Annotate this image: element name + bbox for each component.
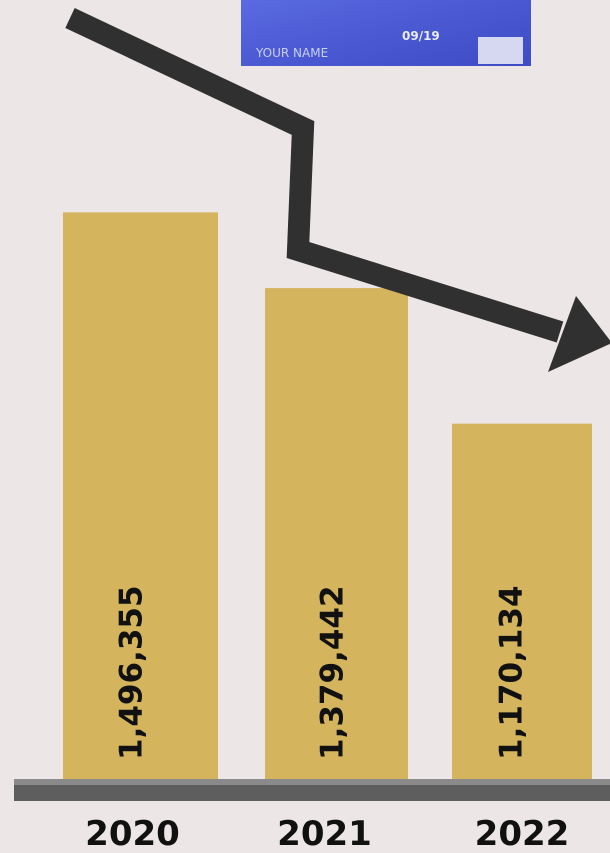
- chart: 09/19 YOUR NAME 1,496,355 2020 1,379,442 20…: [0, 0, 610, 853]
- x-tick-label: 2021: [277, 814, 372, 853]
- page: {"card": {"name": "YOUR NAME", "expiry":…: [0, 0, 610, 853]
- value-label: 1,496,355: [114, 585, 150, 760]
- card-expiry: 09/19: [402, 29, 440, 43]
- baseline-highlight: [14, 779, 610, 785]
- x-tick-label: 2020: [85, 814, 180, 853]
- credit-card: 09/19 YOUR NAME: [241, 0, 531, 66]
- value-label: 1,170,134: [494, 585, 530, 760]
- card-panel: [478, 37, 523, 64]
- card-name: YOUR NAME: [255, 46, 328, 60]
- value-label: 1,379,442: [315, 585, 351, 760]
- x-tick-label: 2022: [475, 814, 570, 853]
